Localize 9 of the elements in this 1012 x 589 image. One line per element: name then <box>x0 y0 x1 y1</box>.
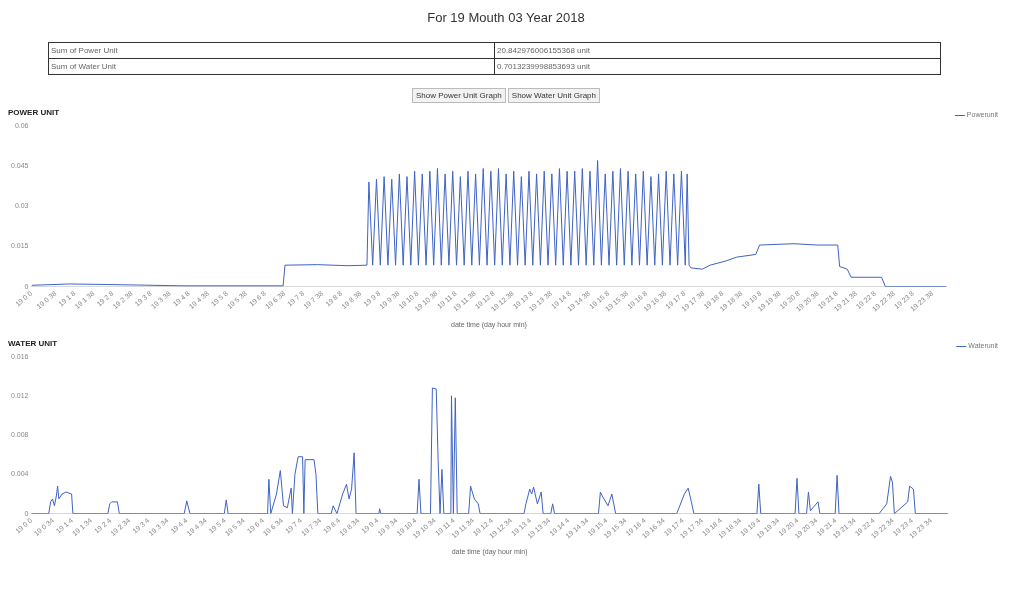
text: 20.842976006155368 unit <box>494 42 941 59</box>
chart-title: POWER UNIT <box>8 108 60 117</box>
text: Sum of Power Unit <box>48 42 495 59</box>
text: Sum of Water Unit <box>48 58 495 75</box>
text: Show Water Unit Graph <box>507 88 600 103</box>
text: Show Power Unit Graph <box>411 88 506 103</box>
text: For 19 Mouth 03 Year 2018 <box>426 9 586 27</box>
text: 0.7013239998853693 unit <box>494 58 941 75</box>
chart-title: WATER UNIT <box>8 339 58 348</box>
